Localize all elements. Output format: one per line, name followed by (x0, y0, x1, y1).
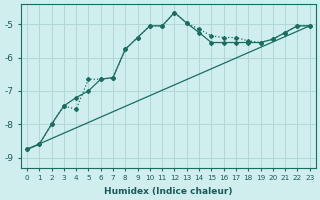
X-axis label: Humidex (Indice chaleur): Humidex (Indice chaleur) (104, 187, 233, 196)
